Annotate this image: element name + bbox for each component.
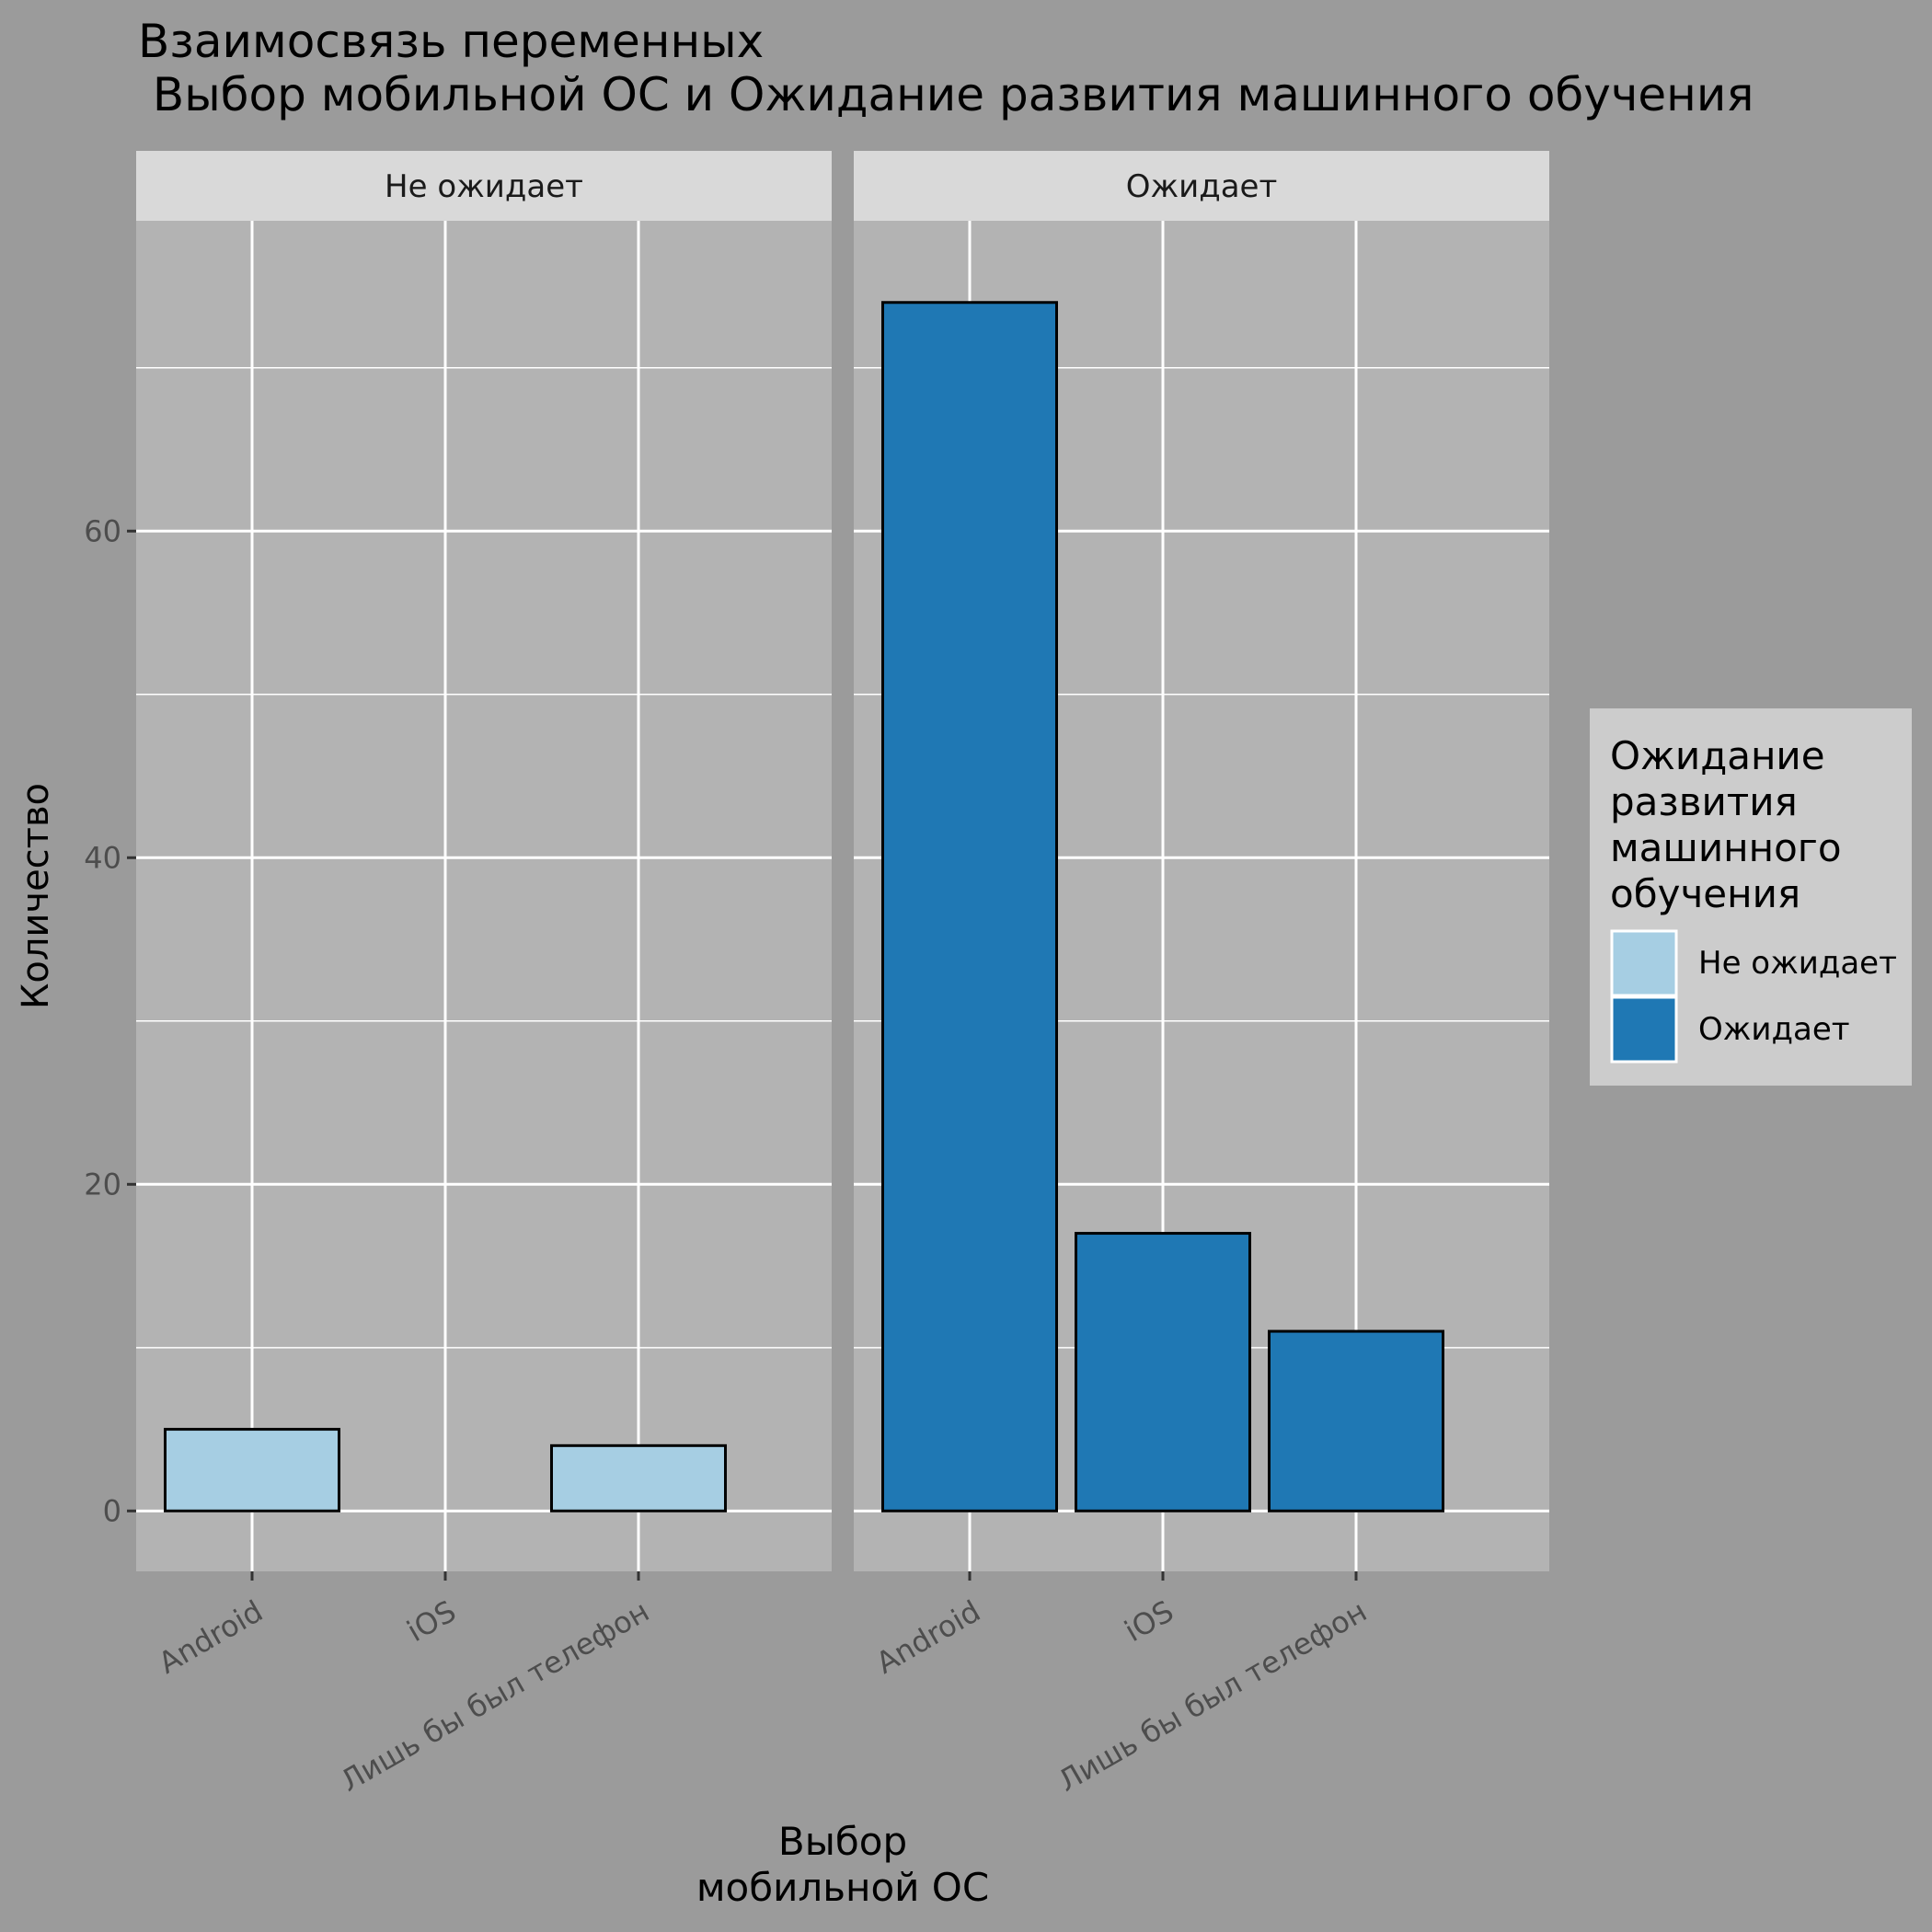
facet-strip-label: Ожидает — [1126, 168, 1278, 205]
facet-strip-label: Не ожидает — [385, 168, 583, 205]
plot-title: Взаимосвязь переменных Выбор мобильной О… — [138, 15, 1754, 121]
facet-strip — [854, 151, 1549, 221]
y-tick-label: 0 — [103, 1493, 121, 1528]
facet-strip — [136, 151, 832, 221]
panel-background — [136, 221, 832, 1571]
legend-title: Ожидание развития машинного обучения — [1610, 733, 1842, 916]
legend-label: Не ожидает — [1698, 945, 1897, 982]
legend-key-Ожидает — [1610, 995, 1678, 1064]
y-tick-label: 20 — [84, 1167, 121, 1202]
legend-label: Ожидает — [1698, 1011, 1850, 1048]
bar-Не ожидает-Android — [164, 1428, 340, 1512]
bar-Ожидает-iOS — [1075, 1232, 1251, 1512]
bar-Ожидает-Лишь бы был телефон — [1268, 1329, 1444, 1512]
y-axis-title: Количество — [15, 783, 57, 1009]
y-tick-label: 60 — [84, 513, 121, 548]
bar-Не ожидает-Лишь бы был телефон — [550, 1443, 727, 1512]
bar-Ожидает-Android — [881, 301, 1058, 1512]
y-tick-label: 40 — [84, 840, 121, 875]
legend-key-Не ожидает — [1610, 929, 1678, 997]
x-axis-title: Выбор мобильной ОС — [696, 1819, 989, 1910]
